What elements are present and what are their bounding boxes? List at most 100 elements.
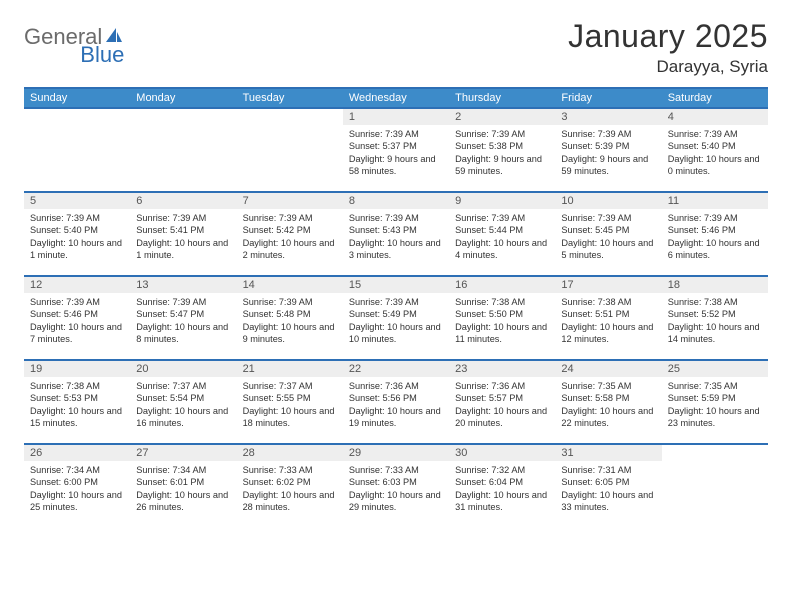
sunrise-text: Sunrise: 7:35 AM — [668, 380, 762, 392]
sunrise-text: Sunrise: 7:39 AM — [668, 212, 762, 224]
day-number: 12 — [24, 277, 130, 293]
day-details: Sunrise: 7:39 AMSunset: 5:41 PMDaylight:… — [130, 209, 236, 268]
day-cell: 6Sunrise: 7:39 AMSunset: 5:41 PMDaylight… — [130, 193, 236, 275]
sunset-text: Sunset: 6:04 PM — [455, 476, 549, 488]
sunset-text: Sunset: 5:51 PM — [561, 308, 655, 320]
sunset-text: Sunset: 5:42 PM — [243, 224, 337, 236]
day-number: 3 — [555, 109, 661, 125]
daylight-text: Daylight: 9 hours and 59 minutes. — [455, 153, 549, 178]
sunset-text: Sunset: 6:02 PM — [243, 476, 337, 488]
daylight-text: Daylight: 10 hours and 9 minutes. — [243, 321, 337, 346]
day-cell — [24, 109, 130, 191]
weekday-header-cell: Thursday — [449, 89, 555, 107]
sunrise-text: Sunrise: 7:32 AM — [455, 464, 549, 476]
sunrise-text: Sunrise: 7:38 AM — [455, 296, 549, 308]
sunset-text: Sunset: 5:46 PM — [30, 308, 124, 320]
week-row: 1Sunrise: 7:39 AMSunset: 5:37 PMDaylight… — [24, 107, 768, 191]
calendar-grid: SundayMondayTuesdayWednesdayThursdayFrid… — [24, 87, 768, 527]
day-details: Sunrise: 7:38 AMSunset: 5:53 PMDaylight:… — [24, 377, 130, 436]
day-number: 7 — [237, 193, 343, 209]
sunset-text: Sunset: 5:40 PM — [668, 140, 762, 152]
location-label: Darayya, Syria — [568, 57, 768, 77]
day-cell — [130, 109, 236, 191]
day-cell: 23Sunrise: 7:36 AMSunset: 5:57 PMDayligh… — [449, 361, 555, 443]
sunset-text: Sunset: 5:43 PM — [349, 224, 443, 236]
day-details: Sunrise: 7:35 AMSunset: 5:58 PMDaylight:… — [555, 377, 661, 436]
day-number: 22 — [343, 361, 449, 377]
sunrise-text: Sunrise: 7:39 AM — [349, 128, 443, 140]
day-cell: 27Sunrise: 7:34 AMSunset: 6:01 PMDayligh… — [130, 445, 236, 527]
day-details: Sunrise: 7:39 AMSunset: 5:49 PMDaylight:… — [343, 293, 449, 352]
day-cell: 11 Sunrise: 7:39 AMSunset: 5:46 PMDayligh… — [662, 193, 768, 275]
day-cell: 30Sunrise: 7:32 AMSunset: 6:04 PMDayligh… — [449, 445, 555, 527]
daylight-text: Daylight: 10 hours and 28 minutes. — [243, 489, 337, 514]
sunset-text: Sunset: 5:41 PM — [136, 224, 230, 236]
weekday-header-cell: Saturday — [662, 89, 768, 107]
day-cell: 12Sunrise: 7:39 AMSunset: 5:46 PMDayligh… — [24, 277, 130, 359]
daylight-text: Daylight: 10 hours and 31 minutes. — [455, 489, 549, 514]
day-number: 15 — [343, 277, 449, 293]
day-number: 24 — [555, 361, 661, 377]
day-number: 18 — [662, 277, 768, 293]
day-number: 13 — [130, 277, 236, 293]
day-number: 20 — [130, 361, 236, 377]
sunrise-text: Sunrise: 7:39 AM — [136, 212, 230, 224]
sunrise-text: Sunrise: 7:39 AM — [30, 212, 124, 224]
week-row: 12Sunrise: 7:39 AMSunset: 5:46 PMDayligh… — [24, 275, 768, 359]
sunset-text: Sunset: 5:59 PM — [668, 392, 762, 404]
sunrise-text: Sunrise: 7:33 AM — [243, 464, 337, 476]
sunset-text: Sunset: 5:37 PM — [349, 140, 443, 152]
daylight-text: Daylight: 10 hours and 6 minutes. — [668, 237, 762, 262]
day-cell: 8Sunrise: 7:39 AMSunset: 5:43 PMDaylight… — [343, 193, 449, 275]
day-number: 29 — [343, 445, 449, 461]
daylight-text: Daylight: 10 hours and 25 minutes. — [30, 489, 124, 514]
day-details: Sunrise: 7:37 AMSunset: 5:54 PMDaylight:… — [130, 377, 236, 436]
day-details: Sunrise: 7:39 AMSunset: 5:39 PMDaylight:… — [555, 125, 661, 184]
day-cell — [237, 109, 343, 191]
day-number: 4 — [662, 109, 768, 125]
day-number: 28 — [237, 445, 343, 461]
daylight-text: Daylight: 10 hours and 33 minutes. — [561, 489, 655, 514]
daylight-text: Daylight: 10 hours and 12 minutes. — [561, 321, 655, 346]
sunrise-text: Sunrise: 7:34 AM — [136, 464, 230, 476]
day-cell: 29Sunrise: 7:33 AMSunset: 6:03 PMDayligh… — [343, 445, 449, 527]
day-cell: 14Sunrise: 7:39 AMSunset: 5:48 PMDayligh… — [237, 277, 343, 359]
daylight-text: Daylight: 10 hours and 3 minutes. — [349, 237, 443, 262]
day-number: 5 — [24, 193, 130, 209]
title-block: January 2025 Darayya, Syria — [568, 18, 768, 77]
day-number: 26 — [24, 445, 130, 461]
day-cell: 2Sunrise: 7:39 AMSunset: 5:38 PMDaylight… — [449, 109, 555, 191]
daylight-text: Daylight: 10 hours and 16 minutes. — [136, 405, 230, 430]
day-number: 17 — [555, 277, 661, 293]
day-details: Sunrise: 7:39 AMSunset: 5:46 PMDaylight:… — [24, 293, 130, 352]
day-cell: 28 Sunrise: 7:33 AMSunset: 6:02 PMDayligh… — [237, 445, 343, 527]
sunset-text: Sunset: 5:57 PM — [455, 392, 549, 404]
day-number: 11 — [662, 193, 768, 209]
daylight-text: Daylight: 10 hours and 15 minutes. — [30, 405, 124, 430]
day-cell: 25Sunrise: 7:35 AMSunset: 5:59 PMDayligh… — [662, 361, 768, 443]
sunrise-text: Sunrise: 7:38 AM — [561, 296, 655, 308]
day-cell: 26Sunrise: 7:34 AMSunset: 6:00 PMDayligh… — [24, 445, 130, 527]
day-cell: 3Sunrise: 7:39 AMSunset: 5:39 PMDaylight… — [555, 109, 661, 191]
sunset-text: Sunset: 5:45 PM — [561, 224, 655, 236]
sunset-text: Sunset: 5:46 PM — [668, 224, 762, 236]
page-header: General Blue January 2025 Darayya, Syria — [24, 18, 768, 77]
daylight-text: Daylight: 10 hours and 8 minutes. — [136, 321, 230, 346]
sunrise-text: Sunrise: 7:36 AM — [455, 380, 549, 392]
sunset-text: Sunset: 5:47 PM — [136, 308, 230, 320]
day-cell: 7Sunrise: 7:39 AMSunset: 5:42 PMDaylight… — [237, 193, 343, 275]
day-cell: 4Sunrise: 7:39 AMSunset: 5:40 PMDaylight… — [662, 109, 768, 191]
sunrise-text: Sunrise: 7:37 AM — [243, 380, 337, 392]
sunset-text: Sunset: 5:55 PM — [243, 392, 337, 404]
day-details: Sunrise: 7:38 AMSunset: 5:52 PMDaylight:… — [662, 293, 768, 352]
day-cell: 22Sunrise: 7:36 AMSunset: 5:56 PMDayligh… — [343, 361, 449, 443]
day-cell: 9Sunrise: 7:39 AMSunset: 5:44 PMDaylight… — [449, 193, 555, 275]
week-row: 26Sunrise: 7:34 AMSunset: 6:00 PMDayligh… — [24, 443, 768, 527]
sunrise-text: Sunrise: 7:38 AM — [668, 296, 762, 308]
sunrise-text: Sunrise: 7:31 AM — [561, 464, 655, 476]
sunset-text: Sunset: 5:38 PM — [455, 140, 549, 152]
daylight-text: Daylight: 10 hours and 29 minutes. — [349, 489, 443, 514]
day-cell: 1Sunrise: 7:39 AMSunset: 5:37 PMDaylight… — [343, 109, 449, 191]
daylight-text: Daylight: 10 hours and 2 minutes. — [243, 237, 337, 262]
day-number: 14 — [237, 277, 343, 293]
